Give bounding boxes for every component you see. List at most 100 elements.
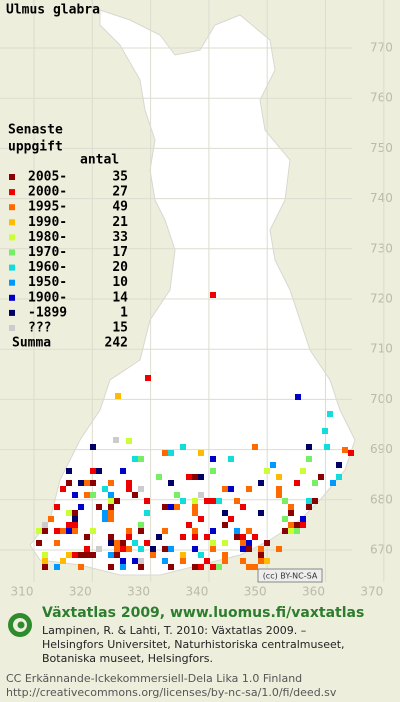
license-badge: (cc) BY-NC-SA xyxy=(263,572,318,581)
observation xyxy=(66,468,72,474)
legend-title: Senaste xyxy=(8,123,63,138)
observation xyxy=(222,522,228,528)
observation xyxy=(72,552,78,558)
observation xyxy=(102,510,108,516)
observation xyxy=(204,558,210,564)
observation xyxy=(96,468,102,474)
observation xyxy=(144,498,150,504)
observation xyxy=(186,522,192,528)
observation xyxy=(108,534,114,540)
observation xyxy=(288,528,294,534)
observation xyxy=(162,546,168,552)
legend-label: 2000- xyxy=(28,185,67,200)
observation xyxy=(228,486,234,492)
observation xyxy=(114,546,120,552)
observation xyxy=(66,552,72,558)
observation xyxy=(96,504,102,510)
observation xyxy=(306,504,312,510)
citation-line: Botaniska museet, Helsingfors. xyxy=(42,652,213,665)
observation xyxy=(216,564,222,570)
observation xyxy=(234,534,240,540)
legend-label: 1995- xyxy=(28,200,67,215)
observation xyxy=(90,444,96,450)
observation xyxy=(60,528,66,534)
observation xyxy=(126,528,132,534)
observation xyxy=(72,492,78,498)
observation xyxy=(210,546,216,552)
observation xyxy=(204,534,210,540)
observation xyxy=(228,516,234,522)
observation xyxy=(60,558,66,564)
observation xyxy=(180,534,186,540)
y-grid-label: 770 xyxy=(370,41,393,55)
observation xyxy=(192,504,198,510)
observation xyxy=(210,468,216,474)
observation xyxy=(222,552,228,558)
observation xyxy=(282,498,288,504)
observation xyxy=(126,486,132,492)
observation xyxy=(168,564,174,570)
legend-swatch xyxy=(9,189,15,196)
observation xyxy=(156,534,162,540)
y-grid-label: 680 xyxy=(370,492,393,506)
observation xyxy=(108,552,114,558)
observation xyxy=(276,546,282,552)
observation xyxy=(36,540,42,546)
observation xyxy=(150,546,156,552)
observation xyxy=(120,546,126,552)
observation xyxy=(282,528,288,534)
observation xyxy=(258,510,264,516)
observation xyxy=(240,558,246,564)
y-grid-label: 670 xyxy=(370,543,393,557)
observation xyxy=(174,504,180,510)
observation xyxy=(186,474,192,480)
legend-label: 1990- xyxy=(28,215,67,230)
observation xyxy=(192,474,198,480)
legend-swatch xyxy=(9,234,15,241)
observation xyxy=(246,486,252,492)
observation xyxy=(198,492,204,498)
observation xyxy=(84,492,90,498)
observation xyxy=(192,546,198,552)
legend-count: 21 xyxy=(112,215,128,230)
legend-swatch xyxy=(9,249,15,256)
observation xyxy=(168,504,174,510)
observation xyxy=(294,522,300,528)
y-grid-label: 750 xyxy=(370,141,393,155)
observation xyxy=(264,558,270,564)
legend-swatch xyxy=(9,309,15,316)
observation xyxy=(198,564,204,570)
observation xyxy=(162,558,168,564)
observation xyxy=(132,540,138,546)
observation xyxy=(42,552,48,558)
logo xyxy=(8,613,32,637)
legend-label: 1950- xyxy=(28,275,67,290)
observation xyxy=(90,480,96,486)
observation xyxy=(120,540,126,546)
legend-count: 33 xyxy=(112,230,128,245)
observation xyxy=(108,498,114,504)
y-grid-label: 700 xyxy=(370,392,393,406)
observation xyxy=(108,480,114,486)
observation xyxy=(42,558,48,564)
observation xyxy=(198,516,204,522)
observation xyxy=(222,558,228,564)
observation xyxy=(66,528,72,534)
observation xyxy=(276,492,282,498)
legend-total-label: Summa xyxy=(12,336,51,351)
x-grid-label: 320 xyxy=(69,585,92,599)
observation xyxy=(312,498,318,504)
observation xyxy=(210,498,216,504)
observation xyxy=(78,480,84,486)
observation xyxy=(276,486,282,492)
observation xyxy=(162,504,168,510)
legend-label: 1960- xyxy=(28,260,67,275)
observation xyxy=(192,564,198,570)
legend-label: 1900- xyxy=(28,290,67,305)
legend-count: 17 xyxy=(112,245,128,260)
citation-line: Helsingfors Universitet, Naturhistoriska… xyxy=(42,638,345,651)
observation xyxy=(276,474,282,480)
observation xyxy=(306,444,312,450)
